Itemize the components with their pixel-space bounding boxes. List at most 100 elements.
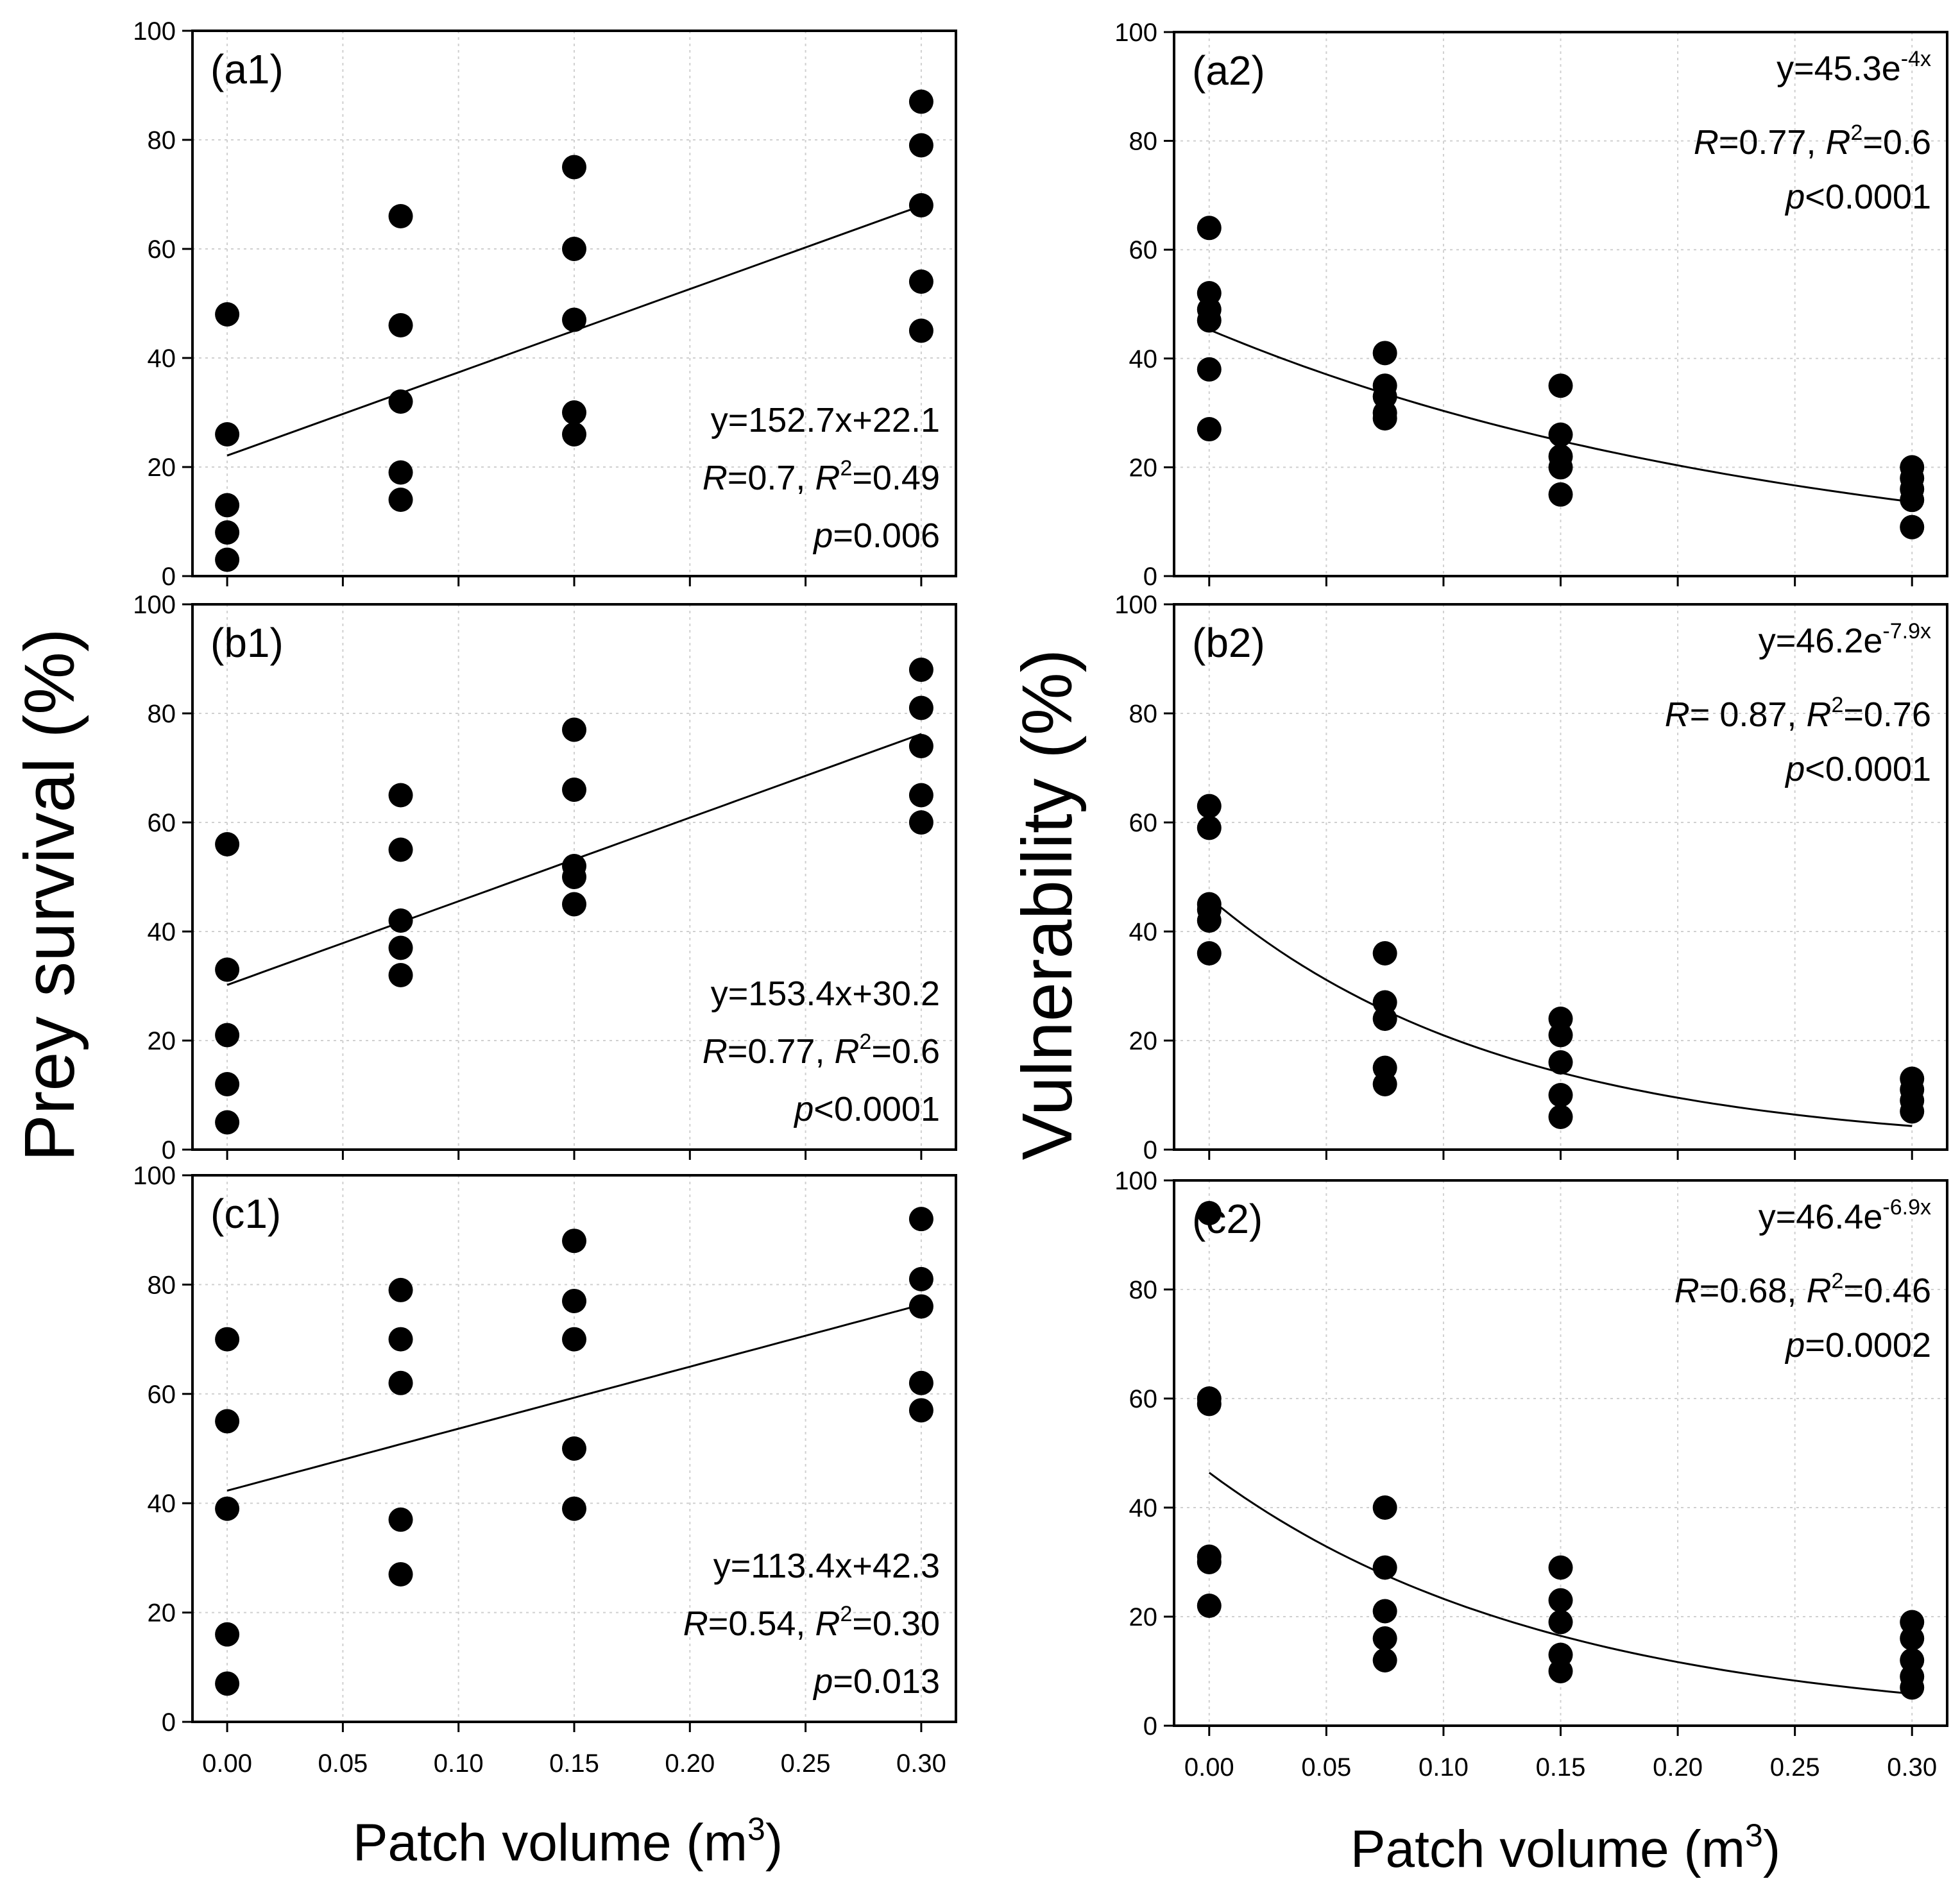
data-point bbox=[215, 1023, 240, 1048]
y-tick-label: 20 bbox=[148, 1599, 176, 1628]
fit-equation-exponent: -7.9x bbox=[1882, 619, 1931, 643]
y-tick-label: 80 bbox=[1129, 1276, 1158, 1304]
data-point bbox=[215, 832, 240, 856]
panel-label: (b2) bbox=[1192, 620, 1265, 666]
r-value: = 0.87, bbox=[1690, 695, 1807, 734]
data-point bbox=[908, 1207, 933, 1232]
data-point bbox=[562, 307, 586, 332]
y-tick-label: 0 bbox=[162, 1136, 176, 1164]
y-tick-label: 20 bbox=[148, 454, 176, 482]
data-point bbox=[215, 547, 240, 572]
p-symbol: p bbox=[793, 1090, 814, 1128]
p-symbol: p bbox=[1784, 750, 1805, 788]
y-tick-label: 20 bbox=[1129, 1027, 1158, 1055]
data-point bbox=[388, 488, 413, 512]
data-point bbox=[562, 1327, 586, 1352]
y-tick-label: 0 bbox=[1143, 563, 1157, 591]
y-tick-label: 80 bbox=[148, 700, 176, 728]
r2-value: =0.76 bbox=[1843, 695, 1931, 734]
right-y-axis-title: Vulnerability (%) bbox=[1008, 649, 1087, 1161]
data-point bbox=[1372, 1072, 1397, 1096]
r-symbol: R bbox=[683, 1604, 708, 1643]
r2-superscript: 2 bbox=[1850, 121, 1862, 145]
data-point bbox=[1548, 1023, 1573, 1048]
data-point bbox=[1372, 1007, 1397, 1031]
data-point bbox=[1197, 357, 1222, 382]
y-tick-label: 60 bbox=[1129, 1385, 1158, 1413]
x-tick-label: 0.10 bbox=[1419, 1753, 1469, 1782]
data-point bbox=[908, 810, 933, 835]
data-point bbox=[1900, 1099, 1925, 1124]
fit-equation: y=46.4e-6.9x bbox=[1759, 1195, 1931, 1236]
fit-equation-base: y=45.3e bbox=[1777, 49, 1901, 88]
y-tick-label: 40 bbox=[1129, 918, 1158, 946]
fit-line bbox=[1208, 1472, 1913, 1695]
correlation-stats: R=0.7, R2=0.49 bbox=[703, 456, 940, 497]
data-point bbox=[562, 1229, 586, 1254]
p-symbol: p bbox=[812, 516, 833, 555]
left-x-axis-title: Patch volume (m3) bbox=[353, 1811, 783, 1872]
data-point bbox=[562, 1496, 586, 1521]
right-x-axis-title-close: ) bbox=[1763, 1820, 1780, 1878]
data-point bbox=[388, 1327, 413, 1352]
data-point bbox=[908, 695, 933, 720]
y-tick-label: 0 bbox=[162, 1708, 176, 1737]
data-point bbox=[1197, 794, 1222, 819]
data-point bbox=[388, 1507, 413, 1532]
data-point bbox=[562, 422, 586, 447]
r2-value: =0.46 bbox=[1843, 1272, 1931, 1310]
r2-symbol: R bbox=[815, 1604, 840, 1643]
p-value-text: <0.0001 bbox=[1805, 750, 1931, 788]
p-value: p=0.006 bbox=[812, 516, 940, 555]
r2-superscript: 2 bbox=[840, 456, 852, 481]
y-tick-label: 60 bbox=[1129, 236, 1158, 264]
data-point bbox=[1197, 417, 1222, 442]
data-point bbox=[215, 422, 240, 447]
data-point bbox=[215, 493, 240, 518]
y-tick-label: 0 bbox=[1143, 1136, 1157, 1164]
data-point bbox=[1548, 1105, 1573, 1129]
p-value-text: =0.0002 bbox=[1805, 1326, 1931, 1365]
correlation-stats: R=0.77, R2=0.6 bbox=[703, 1030, 940, 1071]
r-symbol: R bbox=[1665, 695, 1690, 734]
data-point bbox=[215, 1110, 240, 1135]
p-symbol: p bbox=[1784, 178, 1805, 216]
correlation-stats: R=0.54, R2=0.30 bbox=[683, 1602, 940, 1643]
r-value: =0.68, bbox=[1700, 1272, 1807, 1310]
data-point bbox=[562, 1436, 586, 1461]
x-tick-label: 0.25 bbox=[781, 1749, 831, 1778]
data-point bbox=[1372, 406, 1397, 431]
data-point bbox=[1197, 1391, 1222, 1416]
r2-value: =0.6 bbox=[1862, 123, 1931, 162]
y-tick-label: 100 bbox=[1114, 1167, 1157, 1195]
x-tick-label: 0.30 bbox=[896, 1749, 946, 1778]
x-tick-label: 0.00 bbox=[202, 1749, 252, 1778]
data-point bbox=[1548, 1555, 1573, 1580]
data-point bbox=[1548, 373, 1573, 398]
data-point bbox=[908, 89, 933, 114]
y-tick-label: 20 bbox=[1129, 454, 1158, 482]
fit-equation-exponent: -6.9x bbox=[1882, 1195, 1931, 1220]
fit-equation-exponent: -4x bbox=[1901, 47, 1931, 71]
data-point bbox=[215, 1327, 240, 1352]
p-value: p=0.0002 bbox=[1784, 1326, 1931, 1365]
data-point bbox=[1197, 908, 1222, 933]
x-tick-label: 0.10 bbox=[434, 1749, 484, 1778]
data-point bbox=[1548, 422, 1573, 447]
data-point bbox=[215, 1496, 240, 1521]
data-point bbox=[908, 734, 933, 758]
x-tick-label: 0.00 bbox=[1184, 1753, 1234, 1782]
data-point bbox=[1197, 1201, 1222, 1225]
data-point bbox=[215, 1671, 240, 1696]
x-tick-label: 0.15 bbox=[1536, 1753, 1586, 1782]
r-symbol: R bbox=[703, 459, 728, 497]
data-point bbox=[1372, 1555, 1397, 1580]
data-point bbox=[562, 155, 586, 180]
data-point bbox=[1197, 815, 1222, 840]
r-symbol: R bbox=[1675, 1272, 1700, 1310]
r-symbol: R bbox=[1694, 123, 1719, 162]
y-tick-label: 80 bbox=[1129, 700, 1158, 728]
r2-superscript: 2 bbox=[1831, 693, 1843, 717]
x-tick-label: 0.05 bbox=[318, 1749, 368, 1778]
